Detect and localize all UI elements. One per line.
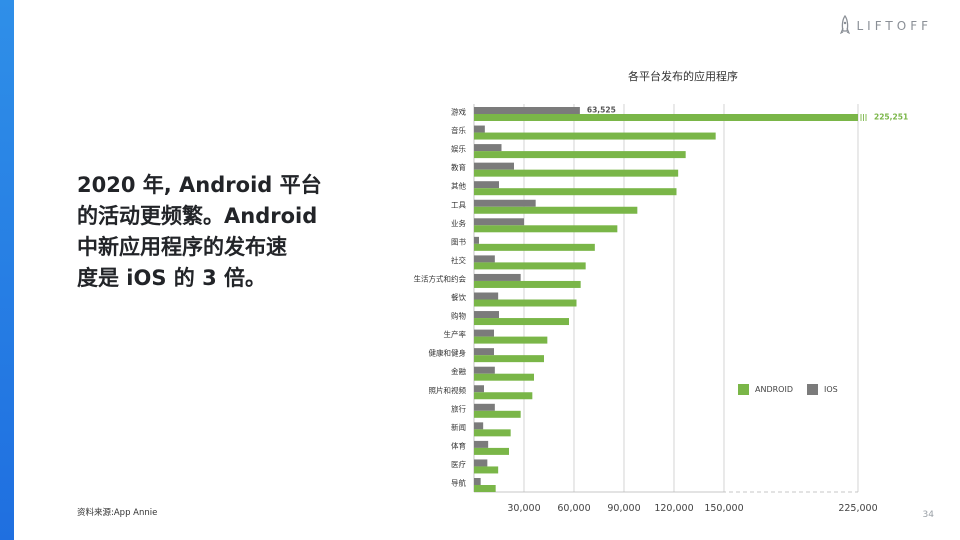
bar-android <box>474 188 677 196</box>
bar-ios <box>474 311 499 319</box>
legend-swatch-ios <box>807 384 818 395</box>
category-label: 生产率 <box>444 329 467 339</box>
bar-android <box>474 392 533 400</box>
bar-ios <box>474 422 484 430</box>
category-label: 音乐 <box>451 125 466 135</box>
headline: 2020 年, Android 平台 的活动更频繁。Android 中新应用程序… <box>77 173 322 290</box>
bar-ios <box>474 329 494 337</box>
data-label-ios: 63,525 <box>587 106 616 115</box>
category-label: 其他 <box>451 181 466 191</box>
bar-android <box>474 485 496 492</box>
category-label: 新闻 <box>451 422 466 432</box>
bar-android <box>474 151 686 159</box>
bar-ios <box>474 218 524 226</box>
page-number: 34 <box>922 510 934 520</box>
rocket-icon <box>839 15 850 35</box>
legend-item-ios: IOS <box>807 384 838 395</box>
bar-ios <box>474 440 489 448</box>
data-label-android: 225,251 <box>874 113 908 122</box>
x-tick-label: 90,000 <box>607 503 640 514</box>
bar-ios <box>474 348 494 356</box>
category-label: 医疗 <box>451 459 466 469</box>
bar-ios <box>474 459 488 467</box>
legend-label-ios: IOS <box>824 385 838 394</box>
bar-ios <box>474 181 499 189</box>
category-label: 餐饮 <box>451 292 466 302</box>
category-label: 生活方式和约会 <box>414 273 467 283</box>
bar-android <box>474 466 499 474</box>
bar-android <box>474 447 509 455</box>
bar-ios <box>474 403 495 411</box>
bar-ios <box>474 107 580 114</box>
category-label: 社交 <box>451 255 466 265</box>
bar-android <box>474 336 548 344</box>
bar-android <box>474 429 511 437</box>
category-label: 教育 <box>451 162 466 172</box>
bar-ios <box>474 292 499 300</box>
bar-android <box>474 373 534 381</box>
logo-text: LIFTOFF <box>856 19 932 33</box>
bar-ios <box>474 144 502 152</box>
category-label: 金融 <box>451 366 466 376</box>
bar-ios <box>474 385 484 393</box>
category-label: 购物 <box>451 311 466 321</box>
bar-android <box>474 280 581 288</box>
bar-ios <box>474 366 495 374</box>
legend-item-android: ANDROID <box>738 384 793 395</box>
category-label: 照片和视频 <box>429 385 467 395</box>
bar-android <box>474 410 521 418</box>
category-label: 游戏 <box>451 107 466 117</box>
bar-ios <box>474 478 481 485</box>
x-tick-label: 150,000 <box>704 503 743 514</box>
bar-ios <box>474 125 485 133</box>
category-label: 娱乐 <box>451 144 466 154</box>
chart-title: 各平台发布的应用程序 <box>628 70 738 83</box>
category-label: 旅行 <box>451 403 466 413</box>
bar-ios <box>474 255 495 263</box>
category-label: 健康和健身 <box>429 348 467 358</box>
bar-android <box>474 114 858 121</box>
bar-android <box>474 225 618 233</box>
x-tick-label: 30,000 <box>507 503 540 514</box>
bar-android <box>474 318 569 326</box>
bar-android <box>474 132 716 140</box>
bar-ios <box>474 199 536 207</box>
side-accent-bar <box>0 0 14 540</box>
x-tick-label: 120,000 <box>654 503 693 514</box>
category-label: 导航 <box>451 478 466 488</box>
bar-ios <box>474 236 479 244</box>
legend-swatch-android <box>738 384 749 395</box>
chart-legend: ANDROID IOS <box>738 384 838 395</box>
bar-android <box>474 169 679 177</box>
x-tick-label: 60,000 <box>557 503 590 514</box>
category-label: 体育 <box>451 440 466 450</box>
bar-android <box>474 243 595 251</box>
bar-android <box>474 262 586 270</box>
category-label: 图书 <box>451 236 466 246</box>
category-label: 业务 <box>451 218 466 228</box>
bar-ios <box>474 273 521 281</box>
bar-android <box>474 299 577 307</box>
bar-ios <box>474 162 514 170</box>
bar-android <box>474 355 544 363</box>
category-label: 工具 <box>451 200 466 209</box>
legend-label-android: ANDROID <box>755 385 793 394</box>
source-note: 资料来源:App Annie <box>77 508 158 518</box>
bar-android <box>474 206 638 214</box>
liftoff-logo: LIFTOFF <box>839 15 933 37</box>
x-tick-label: 225,000 <box>838 503 877 514</box>
